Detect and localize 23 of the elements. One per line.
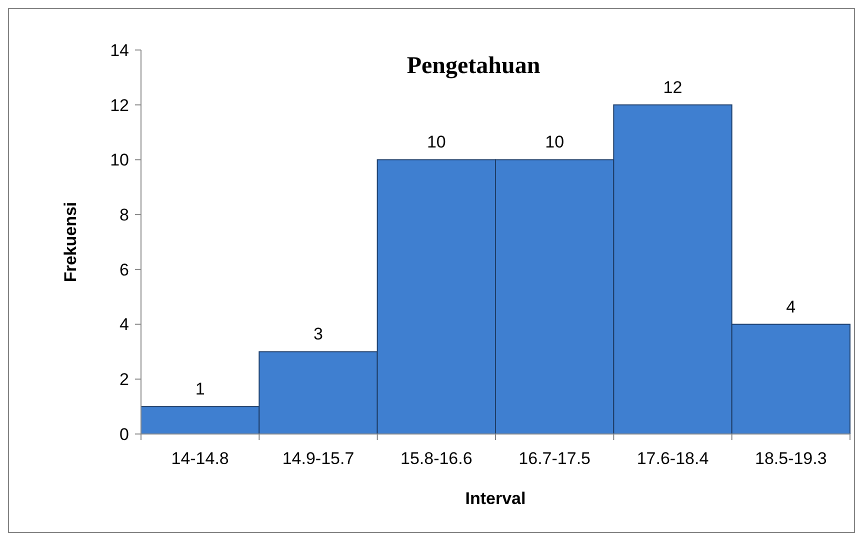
y-tick-label: 12 [110,96,129,115]
y-axis-title: Frekuensi [61,202,80,282]
y-tick-label: 4 [120,315,129,334]
chart-title: Pengetahuan [406,53,540,79]
y-tick-label: 8 [120,206,129,225]
data-label: 1 [195,380,205,399]
x-tick-label: 16.7-17.5 [518,449,591,468]
x-tick-label: 18.5-19.3 [754,449,827,468]
data-label: 12 [663,78,682,97]
data-label: 4 [786,297,796,316]
data-label: 10 [545,132,564,152]
y-tick-label: 14 [110,40,129,60]
data-label: 10 [426,132,446,152]
x-tick-label: 14-14.8 [171,449,229,468]
data-label: 3 [314,324,323,344]
y-tick-label: 10 [110,150,129,170]
y-tick-label: 0 [120,424,129,444]
x-tick-label: 14.9-15.7 [282,449,354,468]
y-tick-label: 2 [120,370,129,390]
x-axis-title: Interval [465,489,526,508]
y-tick-label: 6 [120,260,129,280]
x-tick-label: 15.8-16.6 [400,449,472,468]
x-tick-label: 17.6-18.4 [636,449,709,468]
